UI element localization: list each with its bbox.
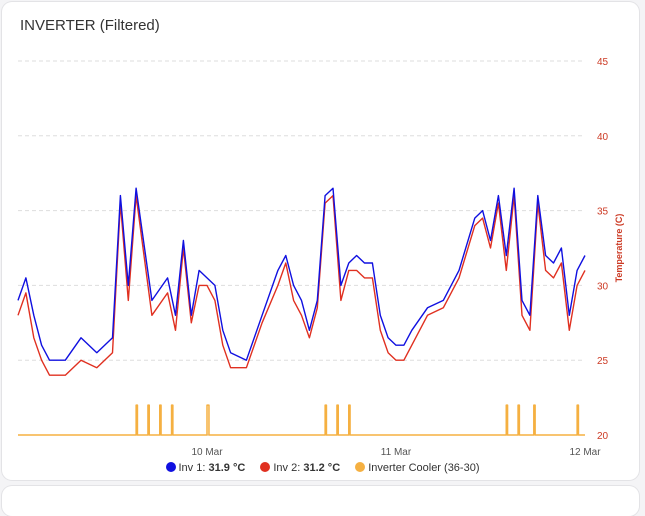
chart-legend: Inv 1: 31.9 °C Inv 2: 31.2 °C Inverter C… xyxy=(0,462,645,474)
card-title: INVERTER (Filtered) xyxy=(20,17,160,34)
y-tick-label: 45 xyxy=(597,57,609,68)
y-tick-label: 20 xyxy=(597,431,609,442)
legend-item-inv1[interactable]: Inv 1: 31.9 °C xyxy=(165,462,246,474)
chart-card: INVERTER (Filtered) xyxy=(2,2,639,480)
legend-label: Inv 1 xyxy=(178,462,203,474)
x-tick-label: 12 Mar xyxy=(569,447,601,458)
line-chart: 20 25 30 35 40 45 10 Mar 11 Mar 12 Mar Temperatur… xyxy=(17,57,624,458)
legend-value: 31.2 °C xyxy=(303,462,341,474)
legend-item-inverter-cooler[interactable]: Inverter Cooler (36-30) xyxy=(355,462,480,474)
legend-marker-icon xyxy=(355,462,366,472)
x-tick-label: 10 Mar xyxy=(191,447,223,458)
legend-marker-icon xyxy=(165,462,176,472)
legend-value: 31.9 °C xyxy=(208,462,246,474)
x-tick-label: 11 Mar xyxy=(381,447,412,458)
series-line-inv-1 xyxy=(17,187,586,361)
legend-label: Inverter Cooler (36-30) xyxy=(368,462,480,474)
y-axis-label: Temperature (C) xyxy=(614,214,624,283)
series-line-inverter-cooler-36-30 xyxy=(18,404,585,436)
y-tick-label: 30 xyxy=(597,281,609,292)
legend-marker-icon xyxy=(260,462,271,472)
legend-item-inv2[interactable]: Inv 2: 31.2 °C xyxy=(260,462,340,474)
legend-label: Inv 2 xyxy=(273,462,298,474)
y-tick-label: 40 xyxy=(597,132,609,143)
y-tick-label: 35 xyxy=(597,207,609,218)
y-tick-label: 25 xyxy=(597,356,609,367)
